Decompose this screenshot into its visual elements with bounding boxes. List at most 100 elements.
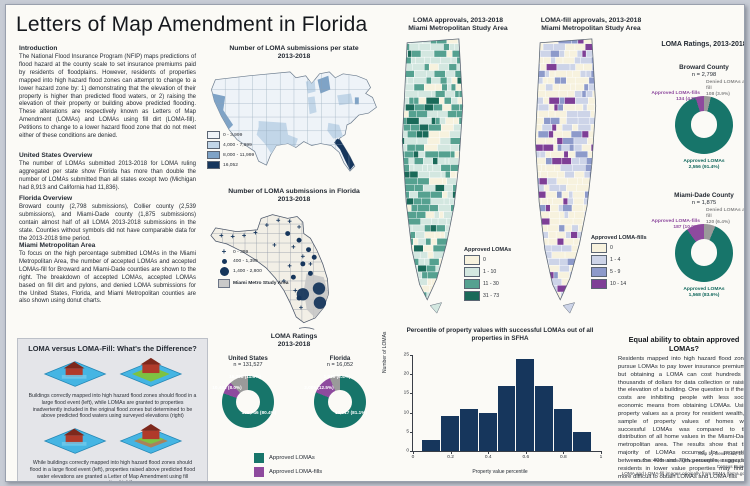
legend-swatch	[207, 161, 220, 169]
legend-item: 0 - 3,999	[207, 131, 254, 139]
legend-item: 8,000 - 11,999	[207, 151, 254, 159]
histogram-bar	[422, 439, 441, 451]
legend-item: Denied LOMAs and fill	[254, 481, 327, 482]
legend-item: 400 - 1,399	[218, 259, 289, 264]
us-donut-chart	[222, 376, 274, 428]
loma-fill-approvals-title: LOMA-fill approvals, 2013-2018	[540, 17, 642, 24]
section-body: To focus on the high percentage submitte…	[19, 251, 196, 305]
us-map	[211, 71, 377, 172]
legend-label: 5 - 9	[610, 269, 621, 275]
poster-title: Letters of Map Amendment in Florida	[16, 13, 368, 36]
us-map-legend: 0 - 3,999 4,000 - 7,999 8,000 - 11,999 1…	[207, 131, 254, 171]
county-ratings-title: LOMA Ratings, 2013-2018	[661, 41, 745, 48]
x-axis-tick: 0.6	[522, 455, 530, 460]
us-map-title: Number of LOMA submissions per state	[229, 45, 359, 52]
histogram-bar	[441, 416, 459, 451]
chart-name: United States	[228, 355, 268, 362]
equal-ability-heading: Equal ability to obtain approved LOMAs?	[628, 335, 740, 353]
legend-item: 0	[591, 243, 647, 253]
histogram-bar	[460, 408, 478, 451]
legend-item: Approved LOMAs	[254, 453, 327, 463]
histogram-bar	[516, 358, 535, 451]
y-axis-tick: 25	[403, 352, 409, 358]
loma-approvals-subtitle: Miami Metropolitan Study Area	[408, 25, 508, 33]
us-map-panel: Number of LOMA submissions per state 201…	[202, 45, 386, 179]
legend-swatch	[207, 141, 220, 149]
miami-dade-name: Miami-Dade County	[674, 191, 734, 199]
legend-label: 1 - 10	[483, 269, 497, 275]
legend-item: 1 - 10	[464, 267, 511, 277]
histogram-bar	[478, 412, 497, 451]
legend-swatch	[591, 243, 607, 253]
section-us-overview: United States Overview The number of LOM…	[19, 152, 196, 193]
legend-item: 31 - 73	[464, 291, 511, 301]
legend-item: 11 - 30	[464, 279, 511, 289]
loma-fill-approvals-legend: Approved LOMA-fills 0 1 - 4 5 - 9 10 - 1…	[591, 235, 647, 291]
x-axis-tick: 0.8	[560, 455, 567, 460]
legend-swatch	[207, 131, 220, 139]
x-axis-tick: 0	[411, 455, 415, 460]
legend-item: 16,052	[207, 161, 254, 169]
miami-dade-donut-chart	[675, 223, 733, 282]
legend-label: Approved LOMAs	[269, 455, 315, 461]
florida-approved-label: 13,017 (81.1%)	[334, 410, 368, 415]
loma-ratings-title: LOMA Ratings	[270, 333, 318, 340]
florida-map-subtitle: 2013-2018	[277, 196, 311, 204]
section-body: The National Flood Insurance Program (NF…	[19, 54, 196, 140]
legend-swatch	[591, 267, 607, 277]
poster: Letters of Map Amendment in Florida Intr…	[5, 4, 745, 482]
florida-symbols	[219, 218, 327, 310]
equal-ability-body: Residents mapped into high hazard flood …	[618, 356, 745, 480]
chart-name: Florida	[329, 355, 351, 362]
histogram-bar	[554, 408, 572, 451]
us-ratings-chart: United States n = 131,527 15,298 (11.6%)…	[204, 355, 292, 453]
legend-label: 0 - 399	[233, 249, 249, 255]
florida-map	[210, 214, 329, 330]
legend-label: Miami Metro Study Area	[233, 281, 289, 286]
x-axis-tick: 1	[599, 455, 603, 460]
difference-box-title: LOMA versus LOMA-Fill: What's the Differ…	[28, 344, 197, 353]
legend-item: 4,000 - 7,999	[207, 141, 254, 149]
loma-fill-approvals-subtitle: Miami Metropolitan Study Area	[541, 25, 641, 33]
small-dot-icon	[221, 259, 227, 264]
legend-title: Approved LOMA-fills	[591, 235, 647, 241]
legend-item: Miami Metro Study Area	[218, 279, 289, 288]
histogram-plot: 0 5 10 15 20 25 0 0.2 0.4 0.6 0.8 1	[404, 353, 603, 461]
section-body: Broward county (2,798 submissions), Coll…	[19, 204, 196, 242]
difference-caption-loma: Buildings correctly mapped into high haz…	[28, 393, 197, 420]
legend-label: Approved LOMA-fills	[269, 469, 323, 475]
broward-n: n = 2,798	[691, 71, 717, 78]
x-axis-tick: 0.2	[447, 455, 454, 460]
section-heading: Miami Metropolitan Area	[19, 242, 96, 249]
section-body: The number of LOMAs submitted 2013-2018 …	[19, 161, 196, 191]
florida-donut-chart	[314, 376, 366, 428]
legend-label: 11 - 30	[483, 281, 499, 287]
histogram-panel: Percentile of property values with succe…	[382, 327, 614, 481]
credits: Map by Devin Lea, 2021 Sources: Federal …	[618, 450, 745, 478]
section-miami-metro: Miami Metropolitan Area To focus on the …	[19, 242, 196, 306]
loma-difference-box: LOMA versus LOMA-Fill: What's the Differ…	[17, 338, 208, 481]
legend-swatch	[464, 267, 480, 277]
legend-label: 10 - 14	[610, 281, 627, 287]
histogram-title: Percentile of property values with succe…	[406, 327, 594, 343]
loma-approvals-map	[401, 38, 464, 314]
y-axis-tick: 0	[406, 448, 409, 454]
ratings-legend: Approved LOMAs Approved LOMA-fills Denie…	[254, 453, 327, 482]
legend-item: +0 - 399	[218, 248, 289, 256]
legend-swatch	[207, 151, 220, 159]
broward-approved-label: Approved LOMAs 2,556 (91.4%)	[683, 158, 725, 170]
histogram-bar	[535, 385, 553, 451]
legend-swatch	[254, 467, 264, 477]
legend-swatch	[591, 279, 607, 289]
credit-line: LOMA and LOMA-fill images originally fro…	[621, 471, 745, 477]
histogram-bar	[497, 385, 516, 451]
legend-label: 0	[610, 245, 613, 251]
histogram-ylabel: Number of LOMAs	[382, 331, 388, 373]
legend-swatch	[254, 481, 264, 482]
histogram-xlabel: Property value percentile	[472, 469, 528, 475]
credit-line: Map by Devin Lea, 2021	[698, 450, 745, 456]
